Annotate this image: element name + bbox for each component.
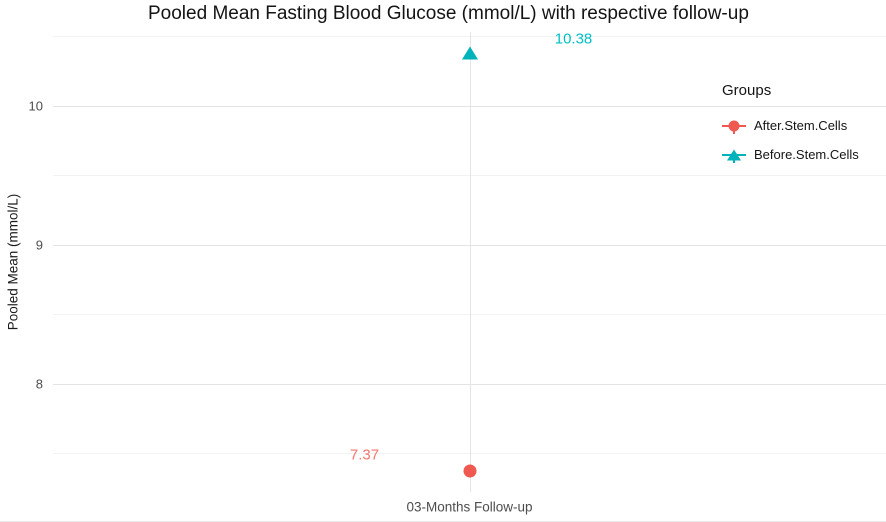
data-point-value-label: 10.38 [554, 30, 593, 48]
y-axis-title: Pooled Mean (mmol/L) [5, 193, 21, 331]
data-point-triangle [461, 46, 478, 60]
circle-marker-icon [728, 120, 740, 131]
plot-panel: 03-Months Follow-up 8 9 10 7.37 10.38 [29, 30, 886, 515]
after-stem-cells-key-icon [722, 114, 746, 138]
legend-item-before-stem-cells: Before.Stem.Cells [722, 140, 859, 169]
before-stem-cells-key-icon [722, 143, 746, 167]
data-point-value-label: 7.37 [349, 446, 380, 464]
y-tick-label-10: 10 [28, 98, 43, 114]
triangle-marker-icon [727, 149, 741, 160]
legend: Groups After.Stem.Cells Before.Stem.Cell… [722, 82, 859, 169]
chart-title: Pooled Mean Fasting Blood Glucose (mmol/… [148, 3, 749, 24]
data-point-circle [463, 464, 476, 478]
gridline-x-category [469, 32, 471, 492]
legend-label-after: After.Stem.Cells [754, 118, 848, 133]
legend-item-after-stem-cells: After.Stem.Cells [722, 111, 859, 140]
y-tick-label-9: 9 [35, 237, 43, 253]
y-tick-label-8: 8 [35, 376, 43, 392]
legend-label-before: Before.Stem.Cells [754, 147, 859, 162]
x-tick-label: 03-Months Follow-up [406, 499, 533, 515]
legend-title: Groups [722, 82, 772, 99]
